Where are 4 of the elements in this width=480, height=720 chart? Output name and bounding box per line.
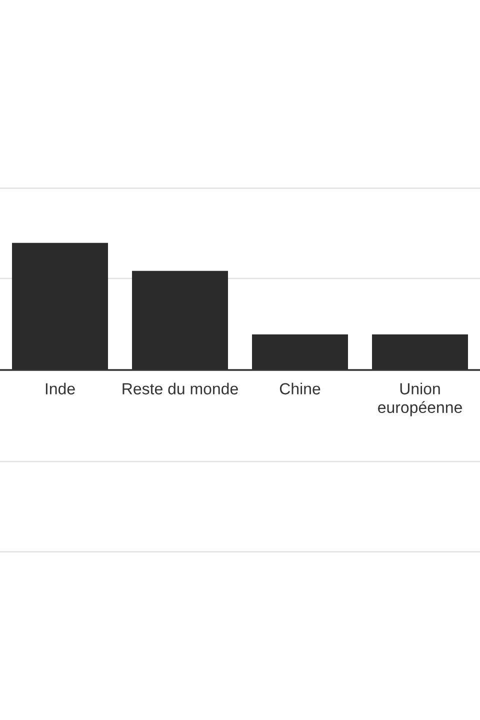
x-tick-label: Inde xyxy=(46,382,75,394)
x-tick-label: Union européenne xyxy=(378,382,462,416)
x-tick-label: Chine xyxy=(280,382,320,394)
x-tick-label: Reste du monde xyxy=(122,382,238,394)
